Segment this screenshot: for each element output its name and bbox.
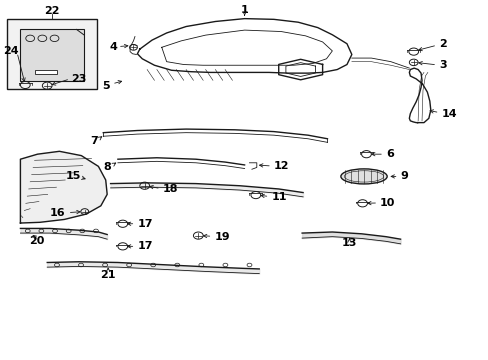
Text: 19: 19 bbox=[214, 232, 229, 242]
Text: 7: 7 bbox=[90, 136, 98, 146]
Bar bbox=[7, 19, 97, 89]
Text: 8: 8 bbox=[103, 162, 111, 172]
Text: 24: 24 bbox=[3, 46, 19, 56]
Text: 20: 20 bbox=[29, 236, 44, 246]
Text: 23: 23 bbox=[71, 74, 87, 84]
Text: 5: 5 bbox=[102, 81, 109, 91]
Text: 22: 22 bbox=[44, 6, 60, 17]
Text: 4: 4 bbox=[109, 42, 117, 52]
Text: 14: 14 bbox=[441, 109, 457, 119]
Text: 1: 1 bbox=[240, 5, 248, 15]
Text: 2: 2 bbox=[439, 40, 447, 49]
Text: 6: 6 bbox=[385, 149, 393, 159]
Ellipse shape bbox=[340, 169, 386, 184]
Text: 13: 13 bbox=[341, 238, 356, 248]
Text: 3: 3 bbox=[439, 60, 447, 70]
Text: 17: 17 bbox=[137, 241, 153, 251]
Text: 11: 11 bbox=[271, 192, 286, 202]
Bar bbox=[20, 30, 83, 81]
Text: 17: 17 bbox=[137, 219, 153, 229]
Text: 15: 15 bbox=[65, 171, 81, 181]
Text: 18: 18 bbox=[163, 184, 178, 194]
Text: 10: 10 bbox=[379, 198, 395, 208]
Bar bbox=[35, 70, 57, 74]
Text: 16: 16 bbox=[50, 208, 65, 218]
Text: 9: 9 bbox=[400, 171, 407, 181]
Text: 21: 21 bbox=[100, 270, 116, 280]
Text: 12: 12 bbox=[273, 161, 289, 171]
Polygon shape bbox=[20, 151, 107, 223]
